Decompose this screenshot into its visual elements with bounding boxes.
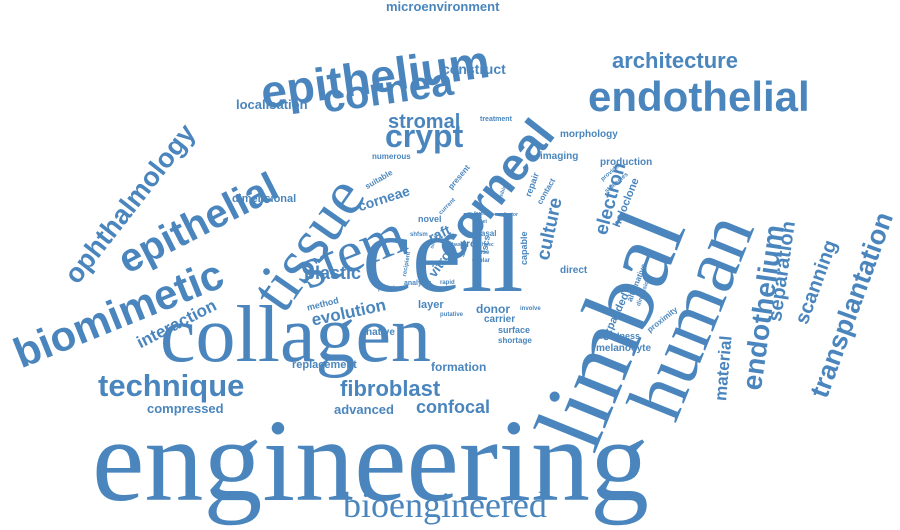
word-dimensional: dimensional [232, 193, 297, 205]
word-native: native [366, 327, 395, 338]
word-protein: protein [378, 286, 399, 292]
word-analysis: analysis [404, 280, 432, 287]
word-close: close [474, 250, 490, 256]
word-shfsm: shfsm [410, 232, 428, 238]
word-fibroblast: fibroblast [340, 376, 441, 401]
word-blindness: blindness [598, 331, 641, 341]
word-layer: layer [418, 299, 444, 311]
word-hpsc: hpsc [482, 242, 494, 248]
word-collagen: collagen [160, 291, 431, 379]
word-numerous: numerous [372, 152, 411, 161]
word-stromal: stromal [388, 111, 461, 133]
word-construct: construct [442, 61, 506, 77]
word-proc: proc [460, 239, 482, 250]
word-replacement: replacement [292, 359, 357, 371]
word-material: material [711, 334, 736, 402]
word-shortage: shortage [498, 336, 532, 345]
word-advanced: advanced [334, 402, 394, 417]
word-crypt: crypt [385, 118, 464, 154]
word-factor: factor [504, 212, 518, 218]
word-confocal: confocal [416, 397, 491, 417]
word-morphology: morphology [560, 129, 618, 140]
word-ocular: ocular [472, 258, 491, 264]
word-microenvironment: microenvironment [386, 0, 500, 14]
word-architecture: architecture [612, 48, 738, 73]
word-cell: cell [362, 192, 524, 316]
word-bioengineered: bioengineered [343, 485, 547, 525]
word-donor: donor [476, 302, 510, 316]
word-localisation: localisation [236, 97, 308, 112]
word-capable: capable [519, 231, 529, 265]
word-sheet: sheet [474, 219, 488, 225]
word-production: production [600, 157, 653, 168]
word-rapid: rapid [440, 280, 455, 286]
word-culture: culture [533, 195, 567, 263]
word-melanocyte: melanocyte [596, 343, 652, 354]
word-technique: technique [98, 368, 245, 403]
word-formation: formation [431, 360, 487, 374]
word-plastic: plastic [304, 263, 362, 283]
word-surface: surface [498, 325, 531, 335]
word-basal: basal [476, 229, 497, 238]
word-carrier: carrier [484, 314, 516, 325]
word-endothelial: endothelial [588, 73, 810, 120]
word-engineering: engineering [92, 395, 649, 526]
word-form: form [474, 211, 486, 217]
word-compressed: compressed [147, 401, 224, 416]
word-involve: involve [520, 306, 541, 312]
word-study: study [452, 252, 466, 258]
word-basis: basis [452, 242, 465, 248]
word-imaging: imaging [540, 151, 579, 162]
word-putative: putative [440, 312, 464, 318]
word-direct: direct [560, 265, 588, 276]
word-novel: novel [418, 214, 442, 224]
word-treatment: treatment [480, 116, 512, 123]
